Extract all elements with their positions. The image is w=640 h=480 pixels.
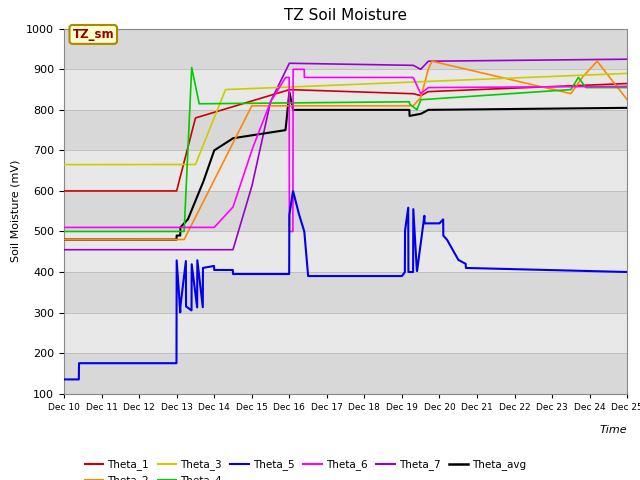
Legend: Theta_1, Theta_2, Theta_3, Theta_4, Theta_5, Theta_6, Theta_7, Theta_avg: Theta_1, Theta_2, Theta_3, Theta_4, Thet… (81, 455, 530, 480)
Bar (64, 110, 627, 150)
Bar (64, 150, 627, 191)
Text: Time: Time (600, 425, 627, 434)
Bar (64, 69, 627, 110)
Bar (64, 312, 627, 353)
Bar (64, 29, 627, 69)
Title: TZ Soil Moisture: TZ Soil Moisture (284, 9, 407, 24)
Bar (64, 353, 627, 394)
Bar (64, 231, 627, 272)
Bar (64, 272, 627, 312)
Y-axis label: Soil Moisture (mV): Soil Moisture (mV) (11, 160, 20, 263)
Text: TZ_sm: TZ_sm (72, 28, 114, 41)
Bar (64, 191, 627, 231)
